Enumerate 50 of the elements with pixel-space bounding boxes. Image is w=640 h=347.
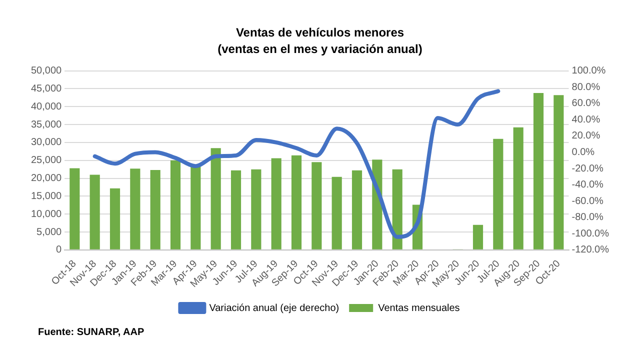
bar [533, 93, 544, 250]
y-tick-label: 50,000 [30, 66, 62, 77]
y-tick-label: 15,000 [30, 190, 62, 202]
y-tick-label: 30,000 [30, 137, 62, 148]
y2-tick-label: -40.0% [572, 180, 604, 191]
bar [513, 127, 524, 250]
bar [150, 170, 160, 250]
y2-tick-label: 80.0% [572, 82, 600, 93]
y2-tick-label: 20.0% [572, 130, 600, 142]
chart-title: Ventas de vehículos menores [236, 26, 404, 40]
bar [472, 224, 484, 250]
bar [493, 138, 504, 250]
bar [170, 160, 181, 250]
bar [90, 174, 100, 250]
bar [554, 95, 564, 250]
bar [110, 188, 120, 250]
bar [251, 169, 262, 250]
y2-tick-label: -80.0% [572, 212, 604, 224]
bar [332, 176, 342, 250]
y-tick-label: 35,000 [30, 119, 62, 130]
y-tick-label: 20,000 [30, 173, 62, 184]
y2-tick-label: 100.0% [572, 66, 606, 77]
bar [190, 164, 201, 250]
source-note: Fuente: SUNARP, AAP [38, 326, 144, 338]
y2-tick-label: 60.0% [572, 98, 600, 110]
bar [312, 162, 322, 250]
y2-tick-label: 0.0% [572, 146, 595, 158]
bar [230, 170, 242, 250]
y2-tick-label: -20.0% [572, 163, 604, 174]
y-tick-label: 25,000 [30, 155, 62, 166]
bar [291, 155, 302, 250]
y2-tick-label: 40.0% [572, 114, 600, 126]
y-tick-label: 45,000 [30, 83, 62, 94]
line-series [92, 89, 500, 239]
bar [130, 168, 140, 250]
y2-tick-label: -60.0% [572, 196, 604, 207]
y-tick-label: 0 [56, 244, 62, 256]
y-tick-label: 10,000 [30, 208, 62, 220]
legend-label: Variación anual (eje derecho) [209, 302, 340, 314]
bar [392, 169, 402, 250]
bar [352, 170, 362, 250]
y2-tick-label: -100.0% [572, 228, 610, 240]
y2-tick-label: -120.0% [572, 244, 610, 256]
bar [70, 168, 80, 250]
legend-label: Ventas mensuales [378, 302, 460, 314]
bar [271, 158, 282, 250]
y-tick-label: 40,000 [30, 101, 62, 112]
bar [210, 148, 221, 250]
y-tick-label: 5,000 [36, 226, 62, 238]
chart-subtitle: (ventas en el mes y variación anual) [218, 42, 422, 56]
